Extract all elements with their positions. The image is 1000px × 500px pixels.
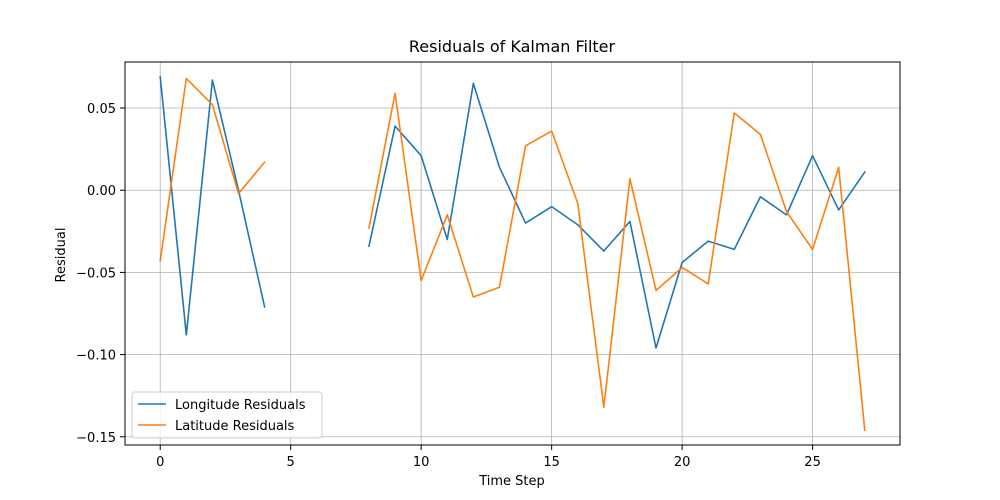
- series-lines: [159, 75, 866, 432]
- legend-label: Longitude Residuals: [175, 398, 306, 413]
- y-tick-label: 0.05: [87, 102, 116, 117]
- x-tick-label: 15: [543, 455, 560, 470]
- y-tick-label: −0.10: [76, 349, 116, 364]
- y-tick-label: −0.15: [76, 431, 116, 446]
- x-tick-label: 25: [804, 455, 821, 470]
- x-axis-ticks: 0 5 10 15 20 25: [156, 445, 821, 470]
- legend-label: Latitude Residuals: [175, 419, 295, 434]
- y-axis-ticks: −0.15 −0.10 −0.05 0.00 0.05: [76, 102, 125, 446]
- x-tick-label: 20: [674, 455, 691, 470]
- legend: Longitude Residuals Latitude Residuals: [131, 391, 323, 439]
- y-tick-label: −0.05: [76, 266, 116, 281]
- series-line-longitude: [159, 75, 866, 349]
- plot-frame: [124, 61, 901, 446]
- plot-area: [125, 62, 900, 445]
- grid-lines: [125, 62, 900, 445]
- x-tick-label: 0: [156, 455, 164, 470]
- series-line-latitude: [159, 77, 866, 432]
- y-axis-label: Residual: [54, 228, 69, 283]
- x-tick-label: 5: [287, 455, 295, 470]
- x-tick-label: 10: [413, 455, 430, 470]
- y-tick-label: 0.00: [87, 184, 116, 199]
- x-axis-label: Time Step: [478, 474, 545, 489]
- chart-title: Residuals of Kalman Filter: [409, 37, 616, 56]
- legend-box: [131, 391, 323, 439]
